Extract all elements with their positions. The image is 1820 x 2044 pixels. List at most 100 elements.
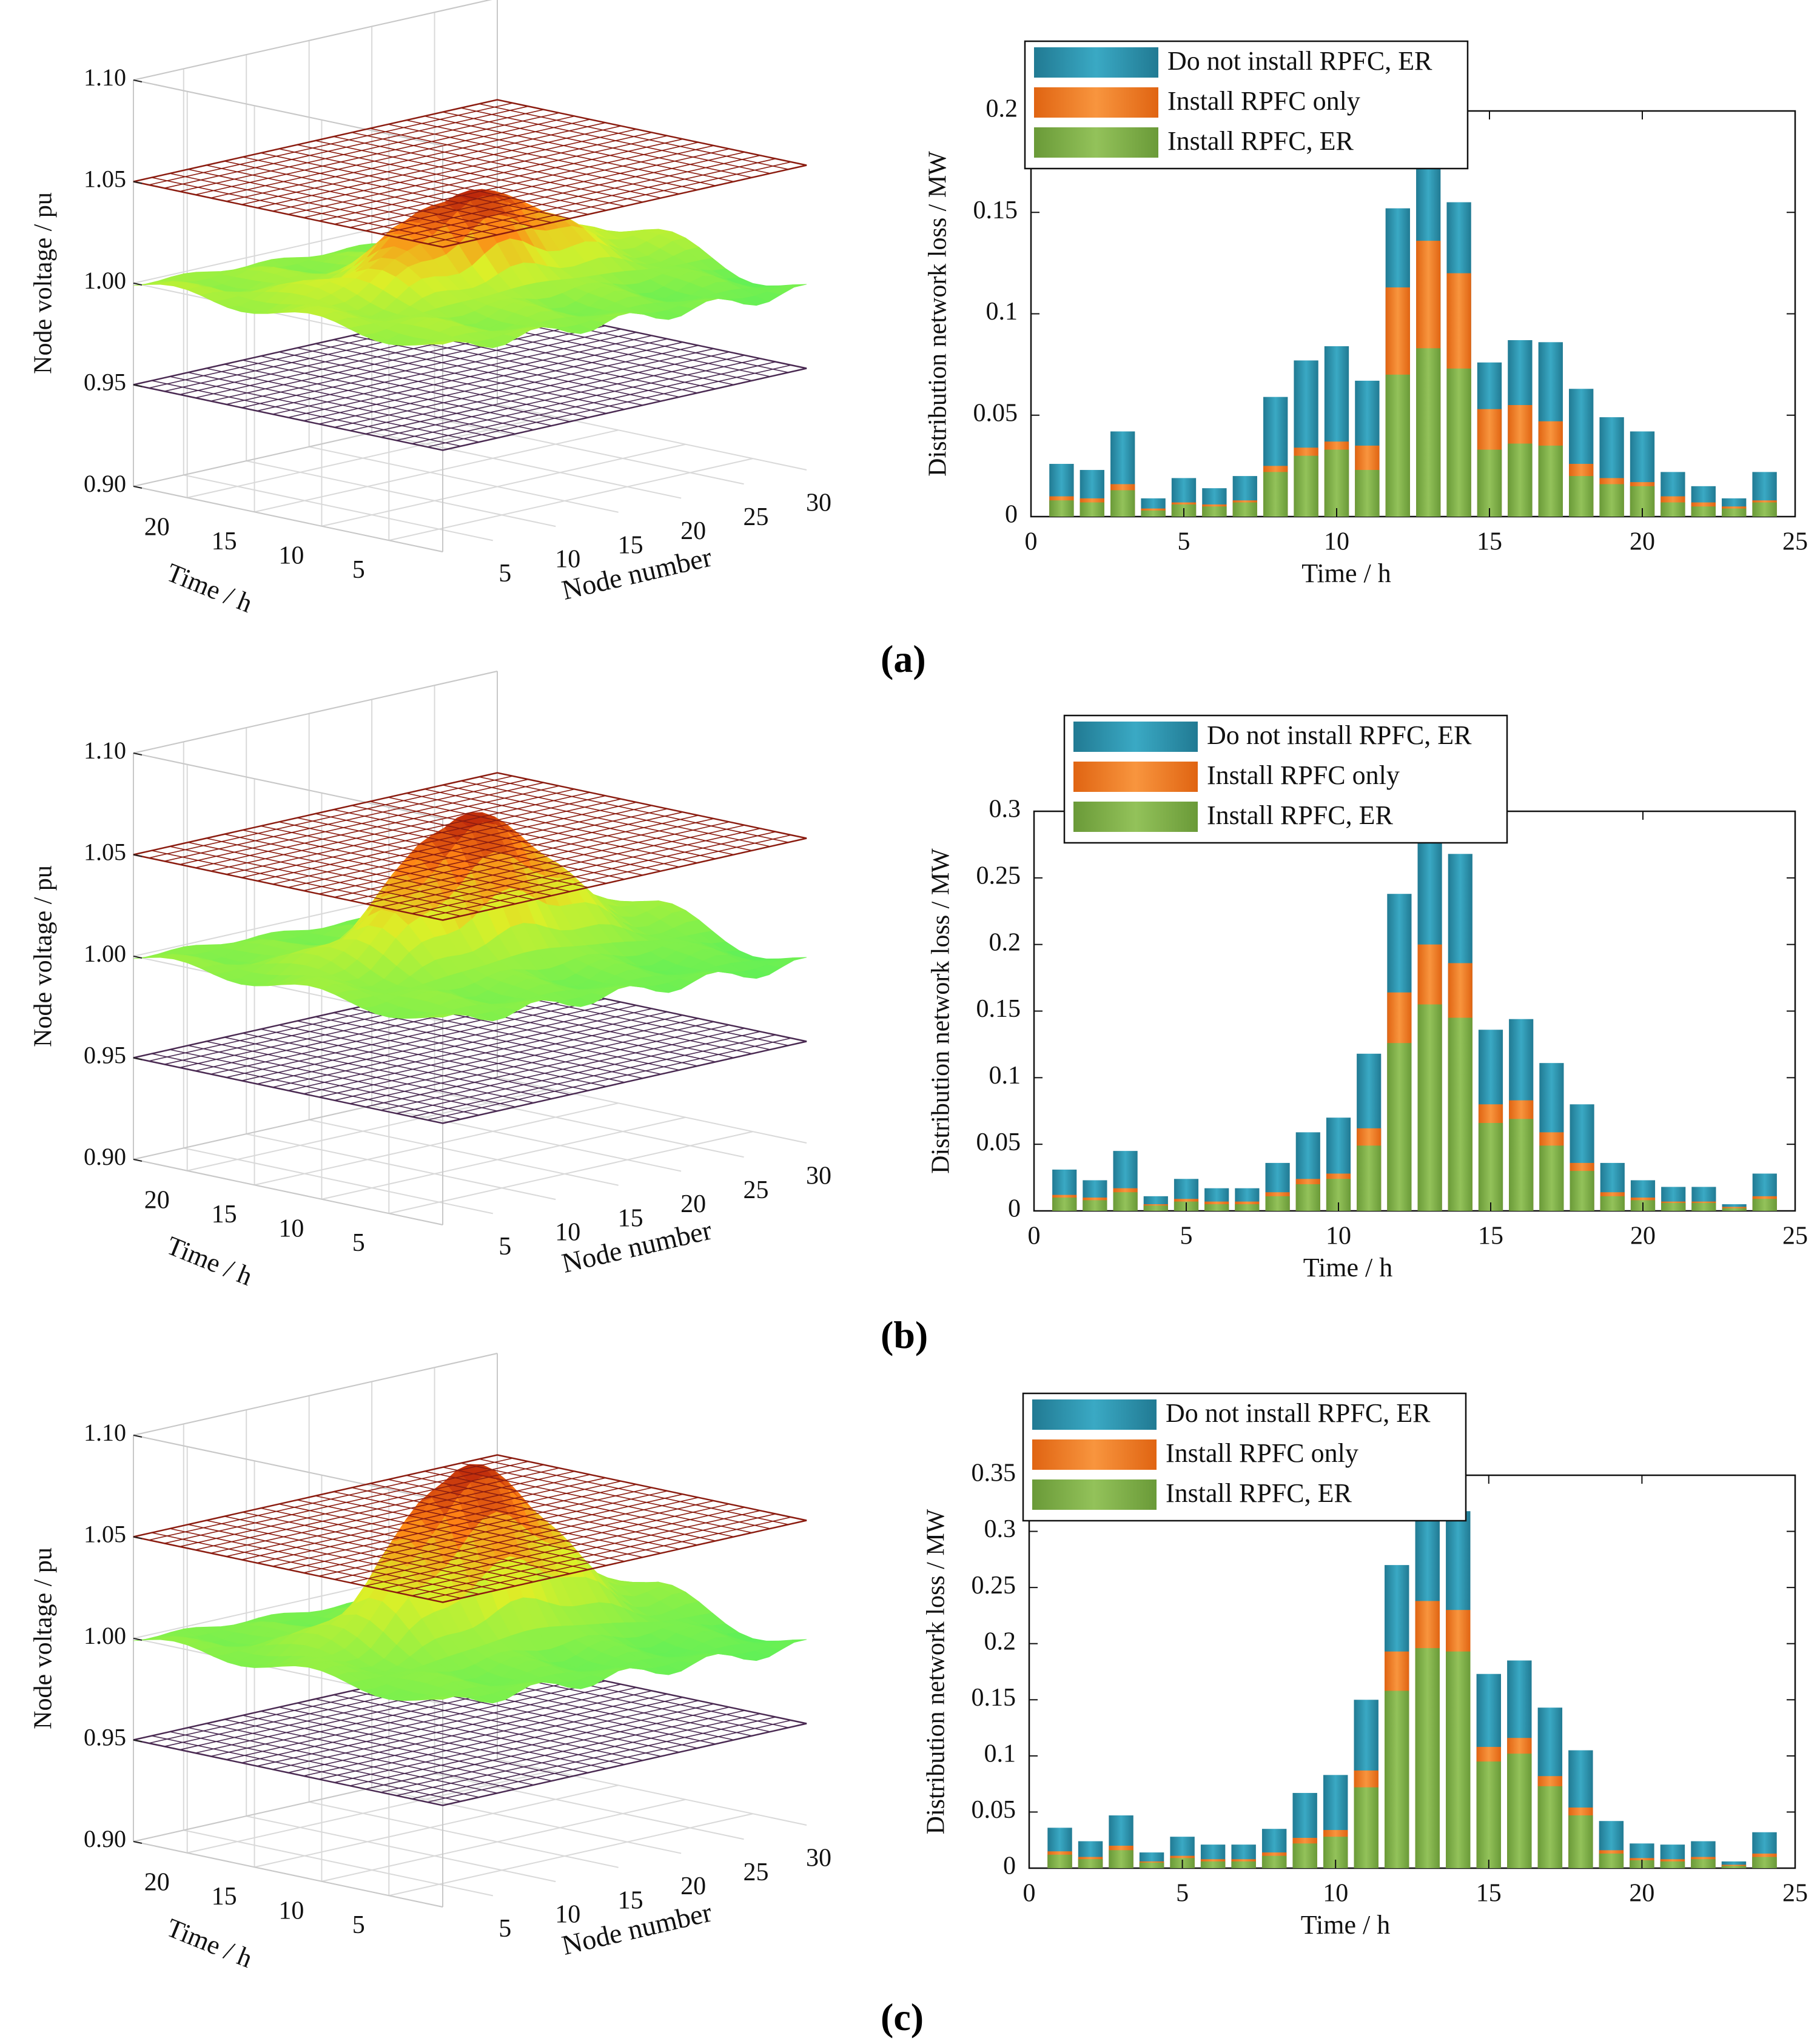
surface-1-lower-limit-plane-meshline [380,1028,745,1111]
surface-2-floor-gridline [246,1815,556,1883]
bar-chart-2-bar-rpfc-er [1354,1787,1378,1868]
surface-2-upper-limit-plane-meshline [365,1503,730,1587]
surface-2-ztick [133,1435,143,1438]
surface-1-upper-limit-plane-meshline [411,831,776,914]
surface-1-time-tick-label: 10 [278,1215,304,1242]
surface-2-lower-limit-plane-meshline [226,1677,591,1760]
surface-1-floor-gridline [371,1105,682,1172]
bar-chart-1-legend-swatch [1073,802,1198,832]
surface-1-floor-gridline [497,1077,807,1144]
bar-chart-2-ytick-label: 0.35 [972,1459,1016,1487]
surface-2-upper-limit-plane-meshline [149,1458,513,1541]
surface-2-upper-limit-plane-meshline [210,1470,575,1554]
surface-1-surface-patch [781,957,807,961]
bar-chart-1-bar-rpfc-er [1265,1196,1290,1211]
bar-chart-0-bar-rpfc-er [1202,506,1227,517]
surface-0-ztick-label: 0.90 [84,470,126,497]
bar-chart-2-xtick-label: 5 [1176,1880,1189,1908]
surface-2-lower-limit-plane-meshline [411,1716,776,1800]
surface-1-node-tick-label: 25 [744,1176,769,1204]
surface-1-lower-limit-plane-meshline [287,1008,653,1091]
surface-1-lower-limit-plane-meshline [411,1034,776,1117]
surface-0-lower-limit-plane-meshline [241,325,606,409]
surface-1-group: 1.10 1.05 1.00 0.95 0.90 Node voltage / pu 20 1… [30,671,831,1292]
bar-chart-2-ytick-label: 0.15 [972,1684,1016,1712]
surface-0-node-tick-label: 20 [680,517,706,545]
surface-0-floor-gridline [497,404,807,471]
surface-1-floor-gridline [434,1091,744,1158]
bar-chart-0-bar-rpfc-er [1569,476,1594,517]
bar-chart-2-ytick-label: 0.2 [984,1627,1016,1655]
surface-1-lower-limit-plane-meshline [349,1021,714,1104]
surface-1-upper-limit-plane-meshline [257,798,622,882]
surface-1-ztick [133,752,143,756]
surface-1-upper-limit-plane-meshline [241,795,606,879]
surface-1-upper-limit-plane-meshline [365,821,730,905]
surface-0-upper-limit-plane-meshline [303,135,668,218]
surface-1-node-tick-label: 10 [555,1219,580,1247]
surface-1-upper-limit-plane-meshline [318,811,683,895]
bar-chart-1-ytick-label: 0.2 [989,928,1021,956]
surface-2-lower-limit-plane-meshline [272,1687,637,1770]
bar-chart-1-xtick-label: 0 [1028,1222,1041,1250]
surface-0-upper-limit-plane-meshline [411,158,776,241]
surface-0-upper-limit-plane-meshline [195,112,560,195]
bar-chart-1-legend-label: Install RPFC, ER [1207,800,1393,830]
bar-chart-1-xtick-label: 25 [1782,1222,1808,1250]
surface-0-upper-limit-plane-meshline [272,129,637,212]
bar-chart-2-ytick-label: 0.1 [984,1740,1016,1768]
bar-chart-2-xtick-label: 10 [1323,1880,1348,1908]
bar-chart-2: 0 0.05 0.1 0.15 0.2 0.25 0.3 0.35 0 5 10 15 20 25 Time… [922,1392,1808,1940]
surface-1-upper-limit-plane-meshline [334,814,699,898]
surface-1-lower-limit-plane-meshline [365,1024,730,1108]
bar-chart-2-bar-rpfc-er [1476,1761,1502,1868]
surface-0-lower-limit-plane-meshline [318,341,683,425]
bar-chart-2-bar-rpfc-er [1047,1854,1072,1868]
panel-label-b: (b) [881,1313,928,1356]
bar-chart-0-bar-rpfc-er [1263,472,1288,517]
bar-chart-1-xtick-label: 5 [1180,1222,1193,1250]
bar-chart-1-yaxis-label: Distribution network loss / MW [927,848,955,1174]
surface-1-upper-limit-plane-meshline [427,834,791,917]
surface-1-upper-limit-plane-meshline [164,779,529,862]
surface-2-group: 1.10 1.05 1.00 0.95 0.90 Node voltage / pu 20 1… [30,1353,831,1974]
bar-chart-1-bar-rpfc-er [1387,1043,1412,1211]
surface-1-upper-limit-plane-meshline [380,825,745,908]
surface-0-lower-limit-plane-meshline [303,338,668,421]
bar-chart-0-bar-rpfc-er [1538,445,1563,517]
surface-0-ztick-label: 0.95 [84,369,126,396]
bar-chart-1-bar-rpfc-er [1295,1184,1320,1211]
bar-chart-2-bar-rpfc-er [1109,1850,1133,1868]
bar-chart-2-bar-rpfc-er [1721,1866,1747,1868]
bar-chart-0-bar-rpfc-er [1232,502,1257,517]
bar-chart-0-xtick-label: 10 [1324,528,1349,556]
bar-chart-1-bar-rpfc-er [1661,1202,1686,1211]
surface-1-lower-limit-plane-meshline [318,1014,683,1098]
bar-chart-2-ytick-label: 0.05 [972,1796,1016,1824]
surface-1-floor-gridline [187,1088,551,1171]
surface-0-upper-limit-plane-meshline [164,106,529,189]
surface-1-upper-limit-plane-meshline [210,788,575,872]
bar-chart-1-bar-rpfc-er [1204,1204,1229,1211]
bar-chart-2-xtick-label: 0 [1023,1880,1036,1908]
surface-2-upper-limit-plane-meshline [349,1500,714,1583]
bar-chart-1-axes-box [1033,810,1796,1212]
bar-chart-0-ytick-label: 0.2 [986,95,1018,123]
surface-0-upper-limit-plane-meshline [349,145,714,228]
bar-chart-0-xtick-label: 25 [1782,528,1808,556]
surface-2-lower-limit-plane [133,1657,807,1806]
surface-1-ztick-label: 1.10 [84,737,126,764]
bar-chart-1-bar-rpfc-er [1752,1199,1777,1211]
surface-0-upper-limit-plane-meshline [365,148,730,232]
surface-0-upper-limit-plane-meshline [287,132,653,215]
surface-0-upper-limit-plane-meshline [427,161,791,244]
bar-chart-2-legend-swatch [1032,1479,1157,1510]
bar-chart-1-xtick-label: 15 [1478,1222,1503,1250]
surface-0-time-axis-label: Time / h [163,557,257,618]
surface-0-floor-gridline [371,432,682,499]
surface-2-floor-gridline [309,1801,619,1868]
surface-2-upper-limit-plane-meshline [226,1474,591,1557]
surface-1-upper-limit-plane-meshline [396,828,761,911]
surface-0-box-edge [133,79,443,146]
surface-2-ztick [133,1841,143,1844]
